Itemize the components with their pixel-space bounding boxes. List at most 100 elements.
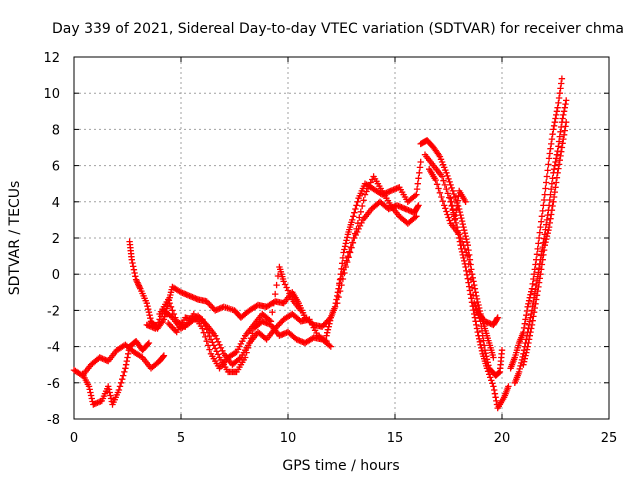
data-point (493, 315, 501, 322)
data-point (87, 392, 95, 399)
series-arc-12 (426, 166, 506, 379)
data-point (213, 348, 220, 355)
data-point (478, 327, 486, 335)
data-point (363, 188, 370, 195)
series-arc-6 (156, 263, 304, 372)
data-point (543, 173, 551, 180)
data-point (152, 325, 159, 332)
data-point (413, 185, 421, 193)
grid (74, 57, 609, 419)
data-point (343, 237, 350, 244)
data-point (144, 303, 151, 310)
data-point (455, 192, 462, 199)
data-point (494, 314, 501, 321)
data-point (527, 291, 534, 298)
axis-ticks: 0 5 10 15 20 25 -8 -6 -4 -2 0 2 4 6 8 10 12 (43, 51, 617, 446)
data-point (219, 347, 226, 354)
data-point (364, 185, 372, 192)
data-point (483, 353, 490, 360)
data-point (560, 135, 567, 143)
data-point (411, 192, 419, 199)
data-point (530, 275, 537, 283)
data-point (476, 338, 484, 345)
data-point (144, 341, 151, 348)
data-point (340, 249, 347, 256)
data-point (552, 158, 559, 166)
data-point (549, 131, 556, 138)
data-point (525, 336, 533, 343)
data-point (493, 397, 500, 405)
data-point (479, 332, 486, 339)
data-point (145, 306, 152, 313)
data-point (555, 143, 562, 150)
data-point (417, 158, 424, 166)
data-point (449, 187, 456, 195)
data-point (546, 196, 553, 204)
x-tick-label: 20 (494, 431, 511, 446)
data-point (542, 185, 549, 192)
data-point (544, 230, 551, 237)
data-point (473, 321, 480, 329)
data-point (346, 248, 353, 255)
data-point (449, 205, 456, 213)
data-point (122, 361, 130, 368)
data-point (462, 233, 469, 240)
data-point (451, 193, 459, 201)
data-point (464, 252, 471, 260)
data-point (550, 198, 557, 205)
y-tick-label: 6 (52, 160, 60, 175)
data-point (448, 184, 455, 192)
data-point (561, 104, 568, 111)
data-point (473, 295, 481, 303)
series-arc-2 (79, 338, 153, 408)
data-point (206, 346, 213, 353)
x-tick-label: 5 (177, 431, 185, 446)
data-point (539, 256, 546, 263)
data-point (555, 161, 563, 168)
data-point (458, 214, 465, 222)
data-point (450, 190, 457, 198)
data-point (413, 213, 420, 220)
data-point (535, 283, 542, 291)
data-point (545, 223, 553, 231)
data-point (124, 354, 131, 361)
data-point (546, 219, 553, 227)
data-point (537, 271, 544, 278)
data-point (447, 195, 454, 202)
data-point (273, 281, 280, 289)
data-point (463, 249, 470, 256)
data-point (542, 239, 549, 246)
data-point (559, 140, 566, 147)
data-point (451, 213, 458, 220)
data-point (543, 216, 551, 224)
data-point (415, 202, 422, 209)
data-point (351, 230, 359, 237)
data-point (445, 175, 452, 183)
data-point (521, 320, 528, 327)
data-point (562, 100, 569, 108)
data-point (505, 383, 512, 390)
data-point (557, 152, 564, 160)
data-point (203, 326, 210, 333)
data-point (560, 131, 568, 138)
x-tick-label: 0 (70, 431, 78, 446)
data-point (337, 275, 344, 282)
data-point (533, 292, 541, 299)
data-point (491, 390, 499, 397)
data-point (489, 380, 496, 387)
data-point (343, 257, 350, 264)
data-point (167, 303, 175, 310)
data-point (350, 213, 357, 220)
series-arc-17 (520, 119, 570, 368)
y-tick-label: -2 (47, 304, 60, 319)
data-point (413, 191, 420, 198)
data-point (553, 108, 561, 115)
data-point (547, 215, 554, 222)
data-point (446, 178, 453, 186)
data-point (557, 128, 564, 135)
data-point (520, 358, 528, 365)
data-point (354, 220, 362, 227)
data-point (467, 276, 475, 283)
data-point (555, 138, 563, 145)
